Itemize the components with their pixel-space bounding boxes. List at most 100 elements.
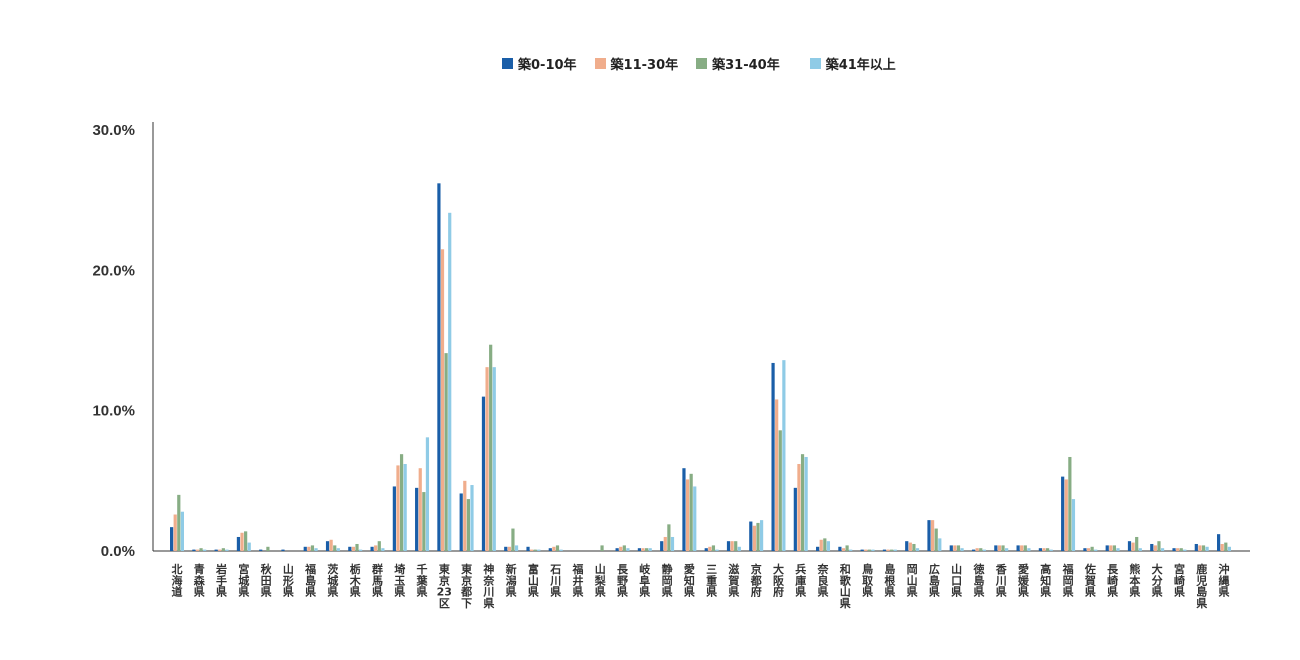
bar	[336, 548, 340, 551]
bar	[670, 536, 675, 551]
bar	[399, 454, 404, 551]
bar	[1172, 548, 1176, 551]
bar	[1227, 546, 1231, 551]
bar	[1045, 548, 1050, 551]
chart-axes: 0.0% 10.0% 20.0% 30.0%	[92, 122, 1250, 560]
bar	[559, 549, 563, 551]
bar	[1090, 546, 1094, 551]
bar	[533, 549, 537, 551]
bar	[800, 454, 805, 551]
bar	[931, 520, 935, 551]
bar	[660, 541, 664, 551]
legend-item-series-1: 築0-10年	[502, 54, 577, 73]
bar	[1131, 542, 1135, 551]
bar	[1001, 545, 1005, 551]
bar	[425, 437, 430, 551]
x-tick-label: 大阪府	[773, 562, 785, 599]
bar	[704, 548, 708, 551]
bar	[466, 499, 470, 551]
x-tick-label: 島根県	[884, 562, 896, 599]
bar	[1049, 549, 1053, 551]
x-tick-label: 鳥取県	[862, 562, 873, 599]
x-tick-label: 長崎県	[1107, 563, 1119, 599]
bar	[1201, 545, 1206, 551]
bar	[180, 511, 184, 551]
bar	[1061, 476, 1065, 551]
bar	[240, 532, 244, 551]
bar	[927, 520, 931, 551]
bar	[1094, 549, 1098, 551]
bar	[218, 549, 222, 551]
bar	[221, 548, 225, 551]
bar	[481, 396, 486, 551]
bar	[1105, 545, 1109, 551]
bar	[444, 353, 448, 551]
legend-label-series-3: 築31-40年	[712, 58, 780, 73]
bar	[905, 541, 909, 551]
bar	[463, 480, 467, 551]
bar	[281, 549, 285, 551]
bar	[177, 494, 181, 551]
x-tick-label: 長野県	[617, 563, 629, 599]
x-tick-label: 熊本県	[1129, 562, 1140, 599]
bar	[1042, 548, 1046, 551]
bar	[1160, 548, 1165, 551]
bar	[1020, 545, 1024, 551]
x-tick-label: 岩手県	[215, 562, 227, 599]
bar	[938, 538, 942, 551]
bar	[622, 545, 626, 551]
bar	[615, 548, 619, 551]
bar	[199, 548, 203, 551]
bar	[381, 548, 385, 551]
bar	[437, 183, 441, 551]
bar	[507, 546, 511, 551]
bar	[693, 486, 697, 551]
bar	[711, 545, 716, 551]
bar	[793, 487, 797, 551]
bar	[1153, 545, 1157, 551]
bar	[1138, 548, 1142, 551]
x-tick-label: 兵庫県	[795, 562, 806, 599]
bar	[459, 493, 463, 551]
x-tick-label: 北海道	[172, 562, 183, 599]
x-tick-label: 岐阜県	[639, 562, 651, 599]
bar	[1194, 543, 1198, 551]
legend-swatch-series-1	[502, 58, 513, 69]
x-tick-label: 福井県	[571, 562, 583, 599]
x-tick-label: 愛媛県	[1017, 562, 1030, 599]
bar	[504, 546, 508, 551]
bar	[860, 549, 864, 551]
bar	[648, 548, 652, 551]
chart-legend: 築0-10年 築11-30年 築31-40年 築41年以上	[502, 54, 914, 73]
x-tick-label: 静岡県	[662, 562, 673, 599]
x-tick-label: 広島県	[929, 562, 940, 599]
bar	[994, 545, 998, 551]
bar	[730, 541, 734, 551]
x-tick-label: 鹿児島県	[1195, 562, 1207, 610]
x-tick-label: 石川県	[549, 563, 561, 599]
bar	[192, 549, 196, 551]
bar	[537, 549, 541, 551]
x-tick-label: 福島県	[304, 562, 316, 599]
bar	[971, 549, 976, 551]
x-tick-label: 東京都下	[460, 562, 473, 610]
x-tick-label: 三重県	[706, 563, 717, 599]
bar	[325, 541, 330, 551]
bar	[392, 486, 396, 551]
bar	[259, 549, 263, 551]
bar	[778, 430, 782, 551]
bar	[355, 543, 359, 551]
bar	[329, 539, 333, 551]
bar	[1217, 534, 1221, 551]
bar	[826, 541, 831, 551]
bar	[682, 468, 686, 551]
bar	[771, 362, 775, 551]
bar	[1205, 546, 1209, 551]
x-tick-label: 山口県	[951, 562, 962, 599]
bar	[782, 360, 786, 551]
bar	[1005, 548, 1009, 551]
bar	[485, 367, 489, 551]
bar	[819, 539, 823, 551]
bar	[422, 492, 426, 551]
bar	[1112, 545, 1117, 551]
